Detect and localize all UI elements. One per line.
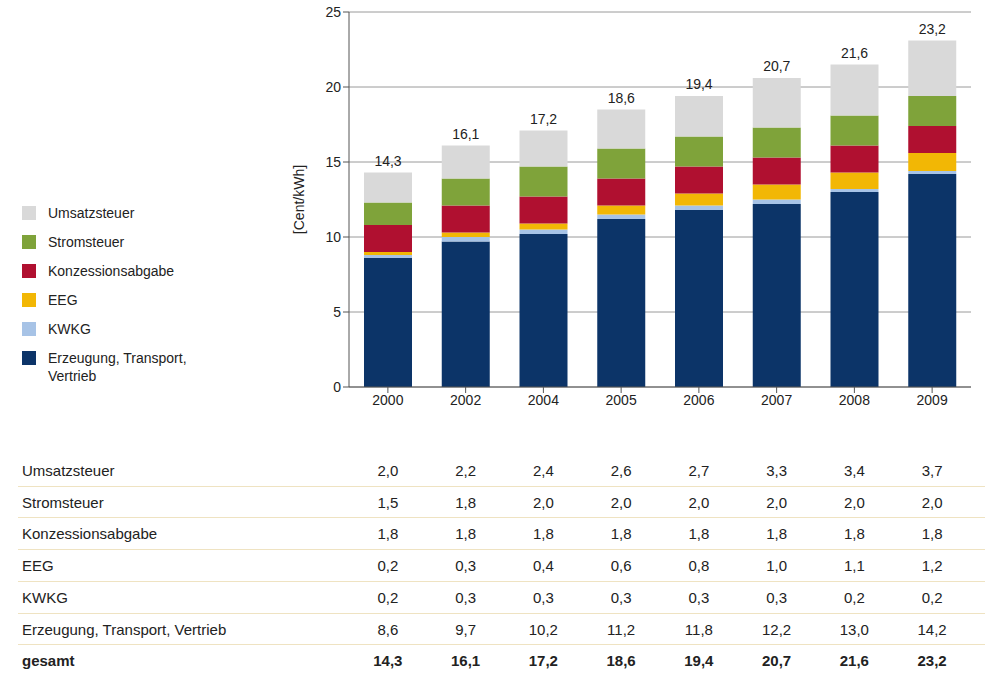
html-text:2,0: 2,0 <box>610 493 632 511</box>
html-text:0,2: 0,2 <box>843 588 865 606</box>
svg-text:2009: 2009 <box>917 392 948 408</box>
svg-text:16,1: 16,1 <box>452 126 479 142</box>
html-text:0,3: 0,3 <box>455 557 476 575</box>
svg-text:14,3: 14,3 <box>374 153 401 169</box>
svg-text:21,6: 21,6 <box>841 45 868 61</box>
html-text:2,2: 2,2 <box>455 462 476 479</box>
html-text:20,7: 20,7 <box>762 652 792 670</box>
html-text:2,7: 2,7 <box>688 462 710 479</box>
html-text:3,3: 3,3 <box>766 462 787 479</box>
html-text:14,2: 14,2 <box>917 620 947 638</box>
svg-text:5: 5 <box>333 304 341 320</box>
html-text:3,4: 3,4 <box>843 462 865 479</box>
html-text:1,8: 1,8 <box>455 493 476 511</box>
svg-text:15: 15 <box>325 154 341 170</box>
html-text:10,2: 10,2 <box>528 620 558 638</box>
html-text:0,2: 0,2 <box>377 557 399 575</box>
html-text:EEG: EEG <box>22 557 54 575</box>
svg-text:0: 0 <box>333 379 341 395</box>
svg-text:2004: 2004 <box>528 392 559 408</box>
html-text:Erzeugung, Transport, Vertrieb: Erzeugung, Transport, Vertrieb <box>48 350 187 384</box>
html-text:0,2: 0,2 <box>377 588 399 606</box>
html-text:Umsatzsteuer: Umsatzsteuer <box>22 462 115 479</box>
html-text:1,1: 1,1 <box>843 557 865 575</box>
html-text:21,6: 21,6 <box>839 652 869 670</box>
svg-text:10: 10 <box>325 229 341 245</box>
html-text:KWKG: KWKG <box>22 588 68 606</box>
html-text:0,3: 0,3 <box>455 588 476 606</box>
html-text:2,4: 2,4 <box>532 462 554 479</box>
html-text:2,0: 2,0 <box>843 493 865 511</box>
html-text:0,3: 0,3 <box>532 588 554 606</box>
html-text:KWKG: KWKG <box>48 321 91 337</box>
svg-text:25: 25 <box>325 4 341 20</box>
html-text:1,8: 1,8 <box>610 525 632 543</box>
html-text:Stromsteuer: Stromsteuer <box>22 493 104 511</box>
html-text:2,0: 2,0 <box>532 493 554 511</box>
svg-text:2000: 2000 <box>372 392 403 408</box>
html-text:2,0: 2,0 <box>921 493 943 511</box>
html-text:0,3: 0,3 <box>688 588 710 606</box>
html-text:0,2: 0,2 <box>921 588 943 606</box>
svg-text:19,4: 19,4 <box>685 76 712 92</box>
svg-text:17,2: 17,2 <box>530 111 557 127</box>
html-text:1,8: 1,8 <box>921 525 943 543</box>
html-text:13,0: 13,0 <box>839 620 869 638</box>
html-text:14,3: 14,3 <box>373 652 403 670</box>
html-text:23,2: 23,2 <box>917 652 947 670</box>
html-text:16,1: 16,1 <box>451 652 481 670</box>
html-text:18,6: 18,6 <box>606 652 636 670</box>
html-text:1,8: 1,8 <box>766 525 787 543</box>
svg-text:2006: 2006 <box>683 392 714 408</box>
html-text:0,3: 0,3 <box>610 588 632 606</box>
svg-text:2008: 2008 <box>839 392 870 408</box>
svg-text:2007: 2007 <box>761 392 792 408</box>
html-text:1,8: 1,8 <box>532 525 554 543</box>
html-text:1,8: 1,8 <box>843 525 865 543</box>
svg-text:2002: 2002 <box>450 392 481 408</box>
html-text:1,8: 1,8 <box>688 525 710 543</box>
html-text:gesamt: gesamt <box>22 652 75 670</box>
html-text:0,8: 0,8 <box>688 557 710 575</box>
html-text:3,7: 3,7 <box>921 462 943 479</box>
html-text:19,4: 19,4 <box>684 652 714 670</box>
svg-text:18,6: 18,6 <box>608 90 635 106</box>
html-text:Stromsteuer: Stromsteuer <box>48 234 125 250</box>
html-text:17,2: 17,2 <box>528 652 558 670</box>
html-text:11,8: 11,8 <box>684 620 713 638</box>
svg-text:20,7: 20,7 <box>763 58 790 74</box>
html-text:1,2: 1,2 <box>921 557 943 575</box>
html-text:0,4: 0,4 <box>532 557 554 575</box>
svg-text:2005: 2005 <box>606 392 637 408</box>
html-text:2,0: 2,0 <box>688 493 710 511</box>
html-text:2,0: 2,0 <box>766 493 787 511</box>
html-text:Konzessionsabgabe: Konzessionsabgabe <box>48 263 175 279</box>
html-text:Umsatzsteuer: Umsatzsteuer <box>48 205 135 221</box>
html-text:1,0: 1,0 <box>766 557 787 575</box>
svg-text:20: 20 <box>325 79 341 95</box>
html-text:11,2: 11,2 <box>607 620 636 638</box>
html-text:0,3: 0,3 <box>766 588 787 606</box>
html-text:EEG: EEG <box>48 292 78 308</box>
html-text:0,6: 0,6 <box>610 557 632 575</box>
svg-text:[Cent/kWh]: [Cent/kWh] <box>291 165 307 234</box>
html-text:1,5: 1,5 <box>377 493 399 511</box>
svg-text:23,2: 23,2 <box>919 21 946 37</box>
html-text:8,6: 8,6 <box>377 620 399 638</box>
html-text:Konzessionsabgabe: Konzessionsabgabe <box>22 525 158 543</box>
html-text:1,8: 1,8 <box>377 525 399 543</box>
html-text:2,6: 2,6 <box>610 462 632 479</box>
html-text:1,8: 1,8 <box>455 525 476 543</box>
html-text:12,2: 12,2 <box>762 620 792 638</box>
html-text:2,0: 2,0 <box>377 462 399 479</box>
html-text:Erzeugung, Transport, Vertrieb: Erzeugung, Transport, Vertrieb <box>22 620 227 638</box>
html-text:9,7: 9,7 <box>455 620 476 638</box>
